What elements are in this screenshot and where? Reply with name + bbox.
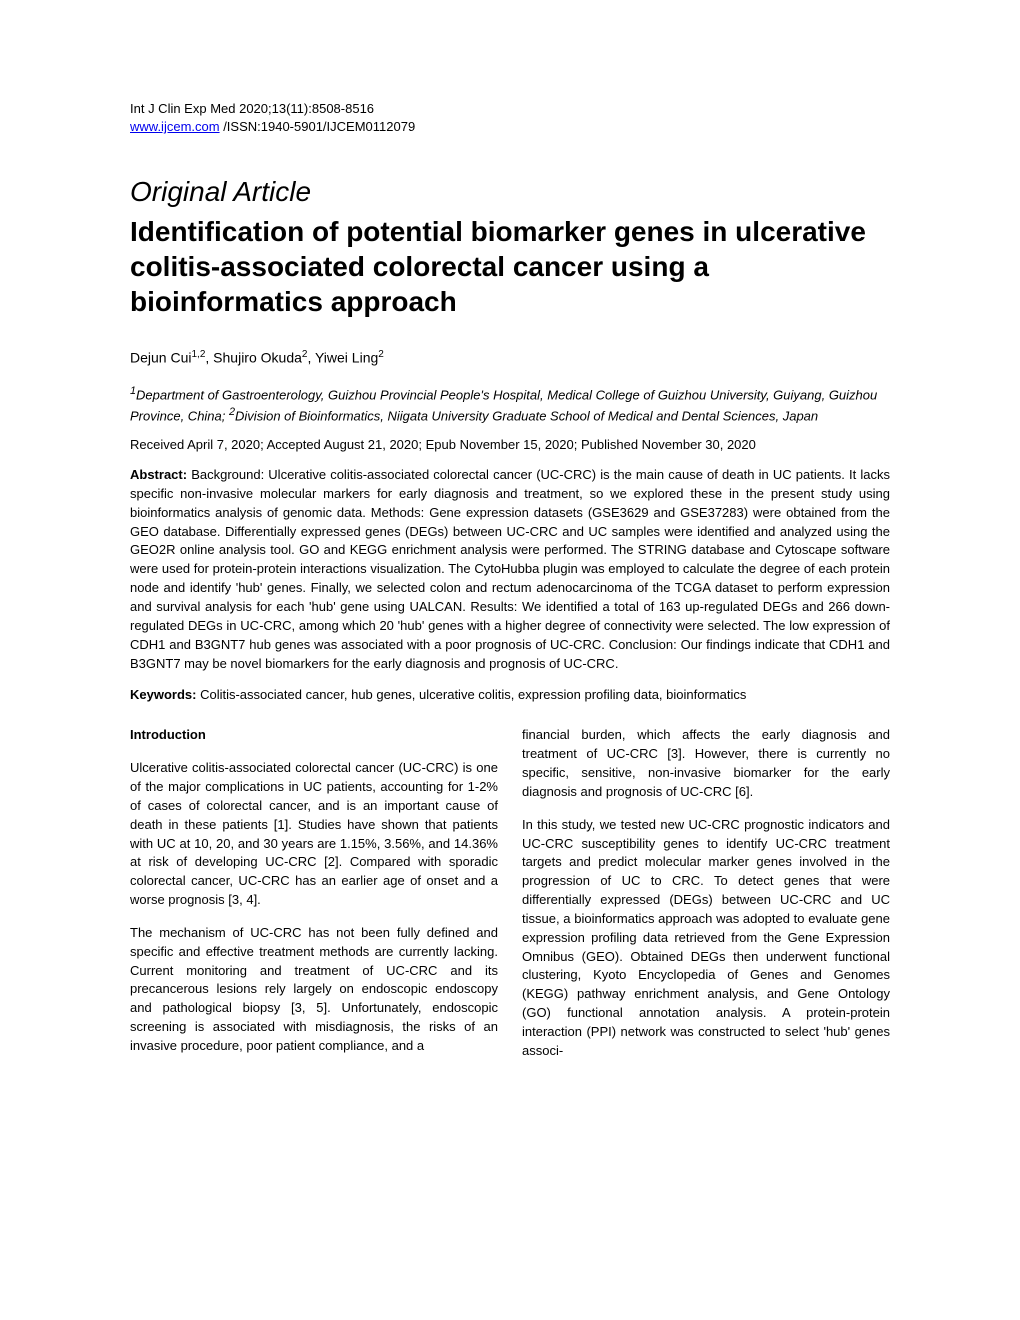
introduction-heading: Introduction [130,726,498,745]
journal-header: Int J Clin Exp Med 2020;13(11):8508-8516… [130,100,890,136]
abstract-label: Abstract: [130,467,191,482]
affiliations: 1Department of Gastroenterology, Guizhou… [130,384,890,425]
keywords-text: Colitis-associated cancer, hub genes, ul… [200,687,746,702]
right-column: financial burden, which affects the earl… [522,726,890,1074]
article-title: Identification of potential biomarker ge… [130,214,890,319]
article-type: Original Article [130,176,890,208]
intro-para-3: financial burden, which affects the earl… [522,726,890,801]
authors: Dejun Cui1,2, Shujiro Okuda2, Yiwei Ling… [130,349,890,366]
intro-para-1: Ulcerative colitis-associated colorectal… [130,759,498,910]
abstract-text: Background: Ulcerative colitis-associate… [130,467,890,670]
left-column: Introduction Ulcerative colitis-associat… [130,726,498,1074]
intro-para-4: In this study, we tested new UC-CRC prog… [522,816,890,1061]
publication-dates: Received April 7, 2020; Accepted August … [130,437,890,452]
keywords-label: Keywords: [130,687,200,702]
abstract: Abstract: Background: Ulcerative colitis… [130,466,890,673]
intro-para-2: The mechanism of UC-CRC has not been ful… [130,924,498,1056]
body-content: Introduction Ulcerative colitis-associat… [130,726,890,1074]
journal-link[interactable]: www.ijcem.com [130,119,220,134]
issn-info: /ISSN:1940-5901/IJCEM0112079 [220,119,416,134]
keywords: Keywords: Colitis-associated cancer, hub… [130,687,890,702]
journal-citation: Int J Clin Exp Med 2020;13(11):8508-8516 [130,101,374,116]
